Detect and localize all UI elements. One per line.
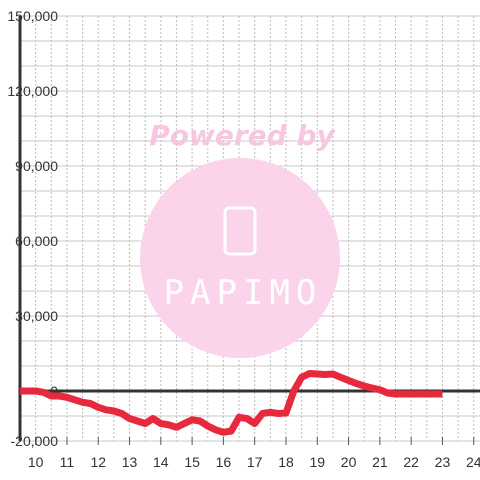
x-tick-label: 23 [435,454,451,470]
y-tick-label: 120,000 [7,83,58,99]
x-tick-label: 10 [28,454,44,470]
papimo-watermark: Powered by PAPIMO [140,119,340,358]
y-tick-label: 30,000 [15,308,58,324]
y-tick-label: -20,000 [11,433,59,449]
x-tick-label: 20 [341,454,357,470]
x-tick-label: 14 [153,454,169,470]
x-tick-label: 21 [372,454,388,470]
x-tick-label: 13 [122,454,138,470]
x-tick-label: 12 [90,454,106,470]
watermark-powered-by-text: Powered by [149,119,336,152]
x-tick-label: 19 [309,454,325,470]
watermark-brand-text: PAPIMO [164,273,323,313]
y-tick-label: 0 [50,383,58,399]
y-tick-label: 90,000 [15,158,58,174]
y-axis-labels: -20,000 0 30,000 60,000 90,000 120,000 150,000 [7,8,58,449]
x-tick-label: 18 [278,454,294,470]
x-axis-labels: 10 11 12 13 14 15 16 17 18 19 20 21 22 23 24 [28,454,480,470]
phone-icon [223,206,257,256]
y-tick-label: 150,000 [7,8,58,24]
x-tick-label: 17 [247,454,263,470]
x-tick-label: 22 [403,454,419,470]
series-line [20,370,443,436]
watermark-circle [140,158,340,358]
y-tick-label: 60,000 [15,233,58,249]
x-tick-label: 16 [216,454,232,470]
x-tick-label: 11 [60,454,75,470]
x-tick-label: 15 [184,454,200,470]
x-tick-label: 24 [466,454,480,470]
